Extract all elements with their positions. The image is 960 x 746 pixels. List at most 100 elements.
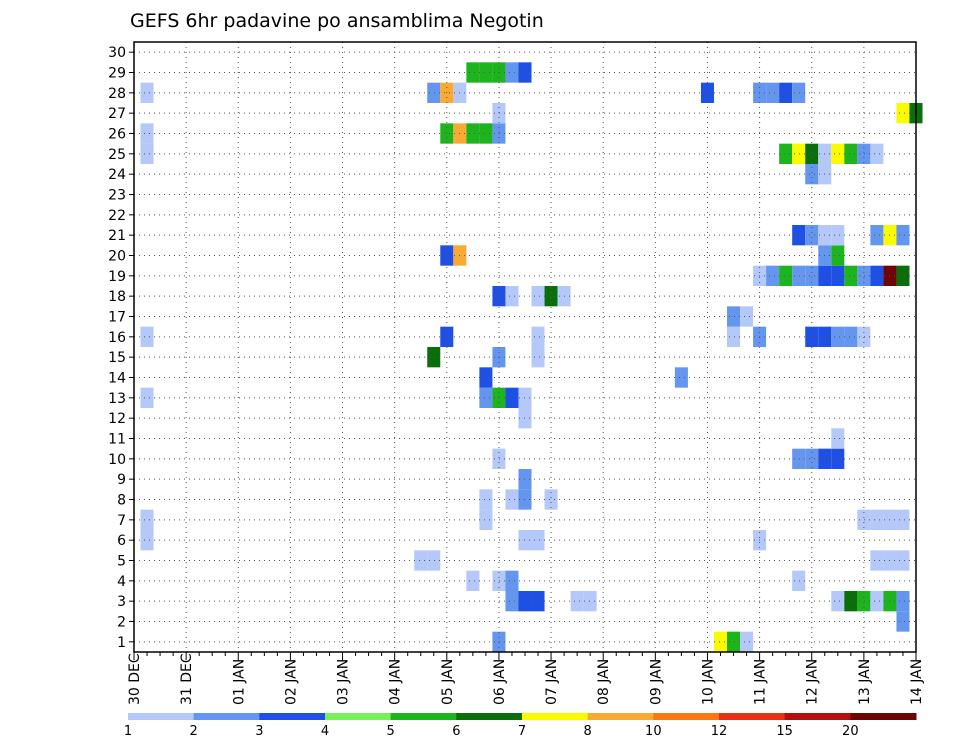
heatmap-cell	[492, 286, 506, 307]
x-tick-label: 08 JAN	[596, 659, 612, 705]
heatmap-cell	[727, 306, 741, 327]
x-tick-label: 01 JAN	[231, 659, 247, 705]
y-tick-label: 27	[108, 106, 126, 122]
heatmap-cells	[140, 62, 923, 652]
heatmap-cell	[844, 265, 858, 286]
heatmap-cell	[792, 225, 806, 246]
heatmap-cell	[870, 550, 884, 571]
y-tick-label: 4	[117, 574, 126, 590]
legend-label: 20	[842, 724, 859, 739]
heatmap-cell	[805, 326, 819, 347]
y-tick-label: 25	[108, 147, 126, 163]
heatmap-cell	[505, 489, 519, 510]
legend-label: 8	[584, 724, 592, 739]
heatmap-cell	[505, 286, 519, 307]
heatmap-cell	[492, 123, 506, 144]
heatmap-cell	[531, 347, 545, 368]
heatmap-cell	[792, 82, 806, 103]
heatmap-cell	[414, 550, 428, 571]
y-tick-label: 21	[108, 228, 126, 244]
x-tick-label: 31 DEC	[179, 653, 195, 705]
heatmap-cell	[792, 143, 806, 164]
legend-swatch	[719, 713, 786, 720]
y-tick-label: 29	[108, 66, 126, 82]
heatmap-cell	[531, 591, 545, 612]
heatmap-cell	[479, 387, 493, 408]
y-tick-label: 14	[108, 371, 126, 387]
legend-swatch	[522, 713, 589, 720]
heatmap-cell	[805, 265, 819, 286]
heatmap-cell	[727, 631, 741, 652]
grid-lines	[134, 42, 916, 652]
x-tick-label: 06 JAN	[492, 659, 508, 705]
legend-swatch	[128, 713, 195, 720]
heatmap-cell	[505, 591, 519, 612]
legend-swatch	[456, 713, 523, 720]
heatmap-cell	[544, 286, 558, 307]
legend-swatch	[784, 713, 851, 720]
y-tick-label: 18	[108, 289, 126, 305]
heatmap-cell	[896, 550, 910, 571]
legend-label: 12	[711, 724, 728, 739]
legend-label: 5	[387, 724, 395, 739]
heatmap-cell	[740, 631, 754, 652]
heatmap-cell	[140, 387, 154, 408]
heatmap-cell	[505, 62, 519, 83]
heatmap-cell	[857, 143, 871, 164]
legend-label: 4	[321, 724, 329, 739]
heatmap-cell	[792, 570, 806, 591]
heatmap-cell	[896, 265, 910, 286]
heatmap-cell	[831, 591, 845, 612]
heatmap-cell	[792, 265, 806, 286]
y-tick-label: 12	[108, 411, 126, 427]
heatmap-cell	[779, 143, 793, 164]
heatmap-cell	[792, 448, 806, 469]
heatmap-cell	[479, 509, 493, 530]
y-tick-label: 28	[108, 86, 126, 102]
y-tick-label: 17	[108, 310, 126, 326]
heatmap-cell	[466, 570, 480, 591]
legend-label: 7	[518, 724, 526, 739]
heatmap-cell	[727, 326, 741, 347]
heatmap-cell	[531, 530, 545, 551]
heatmap-cell	[831, 143, 845, 164]
y-tick-label: 15	[108, 350, 126, 366]
y-tick-label: 16	[108, 330, 126, 346]
legend-label: 2	[190, 724, 198, 739]
heatmap-cell	[492, 570, 506, 591]
heatmap-cell	[805, 448, 819, 469]
y-tick-label: 23	[108, 188, 126, 204]
legend-label: 6	[452, 724, 460, 739]
y-tick-label: 8	[117, 493, 126, 509]
x-tick-label: 30 DEC	[127, 653, 143, 705]
heatmap-cell	[857, 265, 871, 286]
x-tick-label: 09 JAN	[648, 659, 664, 705]
y-tick-label: 7	[117, 513, 126, 529]
y-tick-label: 6	[117, 533, 126, 549]
heatmap-cell	[479, 62, 493, 83]
heatmap-cell	[479, 367, 493, 388]
heatmap-cell	[805, 164, 819, 185]
heatmap-cell	[805, 143, 819, 164]
heatmap-cell	[766, 265, 780, 286]
x-tick-label: 13 JAN	[857, 659, 873, 705]
heatmap-cell	[583, 591, 597, 612]
legend-swatch	[850, 713, 917, 720]
heatmap-cell	[674, 367, 688, 388]
heatmap-cell	[492, 631, 506, 652]
heatmap-cell	[857, 591, 871, 612]
heatmap-cell	[870, 143, 884, 164]
legend-swatch	[587, 713, 654, 720]
heatmap-cell	[427, 550, 441, 571]
heatmap-cell	[505, 570, 519, 591]
heatmap-cell	[140, 509, 154, 530]
heatmap-cell	[870, 265, 884, 286]
x-tick-label: 07 JAN	[544, 659, 560, 705]
y-tick-label: 11	[108, 432, 126, 448]
legend-label: 15	[776, 724, 793, 739]
x-tick-label: 02 JAN	[283, 659, 299, 705]
heatmap-cell	[870, 591, 884, 612]
legend-label: 1	[124, 724, 132, 739]
heatmap-cell	[831, 428, 845, 449]
